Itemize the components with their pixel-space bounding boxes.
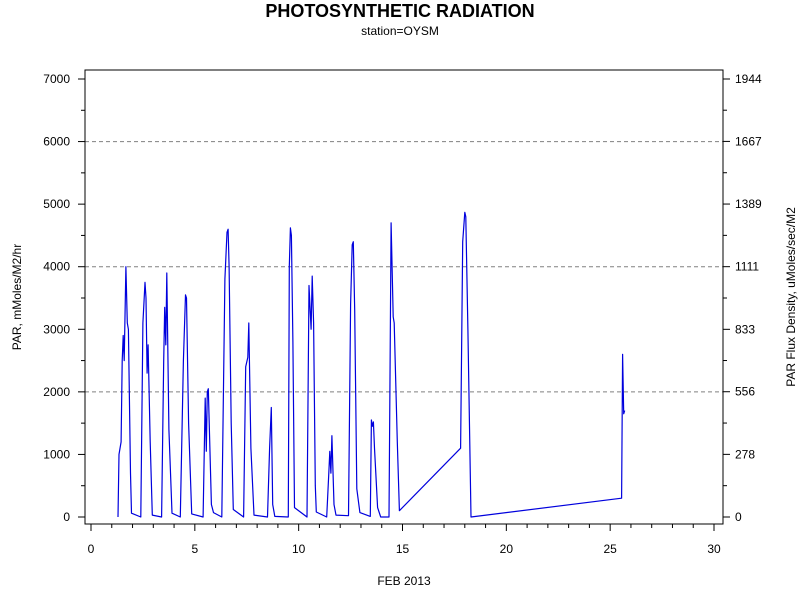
y-right-tick-label: 1111 [735, 260, 759, 274]
x-tick-label: 5 [191, 542, 198, 556]
y-right-tick-label: 1389 [735, 197, 762, 211]
y-tick-label: 0 [63, 510, 70, 524]
y-right-tick-label: 0 [735, 510, 742, 524]
series-line-0 [117, 211, 626, 518]
y-right-tick-label: 1667 [735, 134, 762, 148]
y-right-tick-label: 1944 [735, 72, 762, 86]
y-axis-label: PAR, mMoles/M2/hr [10, 244, 24, 350]
plot-frame [84, 69, 724, 525]
y-tick-label: 2000 [43, 385, 70, 399]
x-tick-label: 20 [500, 542, 514, 556]
x-tick-label: 10 [292, 542, 306, 556]
y-tick-label: 1000 [43, 447, 70, 461]
gridlines [85, 141, 723, 393]
y-right-tick-label: 556 [735, 385, 755, 399]
x-axis-label: FEB 2013 [377, 574, 431, 588]
y-right-tick-label: 833 [735, 322, 755, 336]
chart-subtitle: station=OYSM [361, 24, 439, 38]
axis-ticks: 0 1000 2000 3000 4000 5000 6000 7000 0 278 556 833 1… [43, 72, 762, 556]
chart-title: PHOTOSYNTHETIC RADIATION [265, 1, 534, 21]
y-axis-right-label: PAR Flux Density, uMoles/sec/M2 [784, 207, 798, 387]
y-tick-label: 7000 [43, 72, 70, 86]
x-tick-label: 0 [88, 542, 95, 556]
x-tick-label: 30 [707, 542, 721, 556]
y-tick-label: 6000 [43, 135, 70, 149]
series-layer [117, 211, 626, 518]
y-tick-label: 3000 [43, 322, 70, 336]
x-tick-label: 15 [396, 542, 410, 556]
x-tick-label: 25 [603, 542, 617, 556]
y-tick-label: 4000 [43, 260, 70, 274]
y-right-tick-label: 278 [735, 447, 755, 461]
y-tick-label: 5000 [43, 197, 70, 211]
